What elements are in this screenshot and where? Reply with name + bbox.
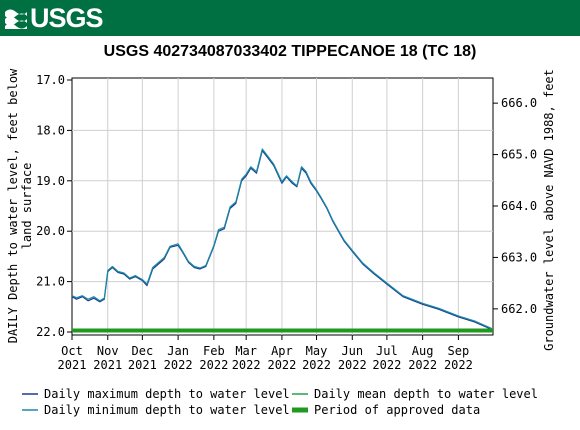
y-tick-label: 19.0 bbox=[36, 174, 65, 188]
plot-area bbox=[71, 77, 494, 336]
x-tick-year: 2022 bbox=[302, 358, 331, 372]
y2-axis-label: Groundwater level above NAVD 1988, feet bbox=[542, 69, 556, 351]
y-axis-label-line2: land surface bbox=[20, 163, 34, 250]
y-tick-label: 20.0 bbox=[36, 224, 65, 238]
chart-title: USGS 402734087033402 TIPPECANOE 18 (TC 1… bbox=[103, 43, 477, 60]
usgs-wave-icon bbox=[5, 9, 27, 29]
x-axis: Oct2021Nov2021Dec2021Jan2022Feb2022Mar20… bbox=[58, 335, 473, 372]
x-tick-year: 2022 bbox=[164, 358, 193, 372]
series-lines bbox=[71, 148, 493, 333]
x-tick-year: 2021 bbox=[58, 358, 87, 372]
y2-tick-label: 666.0 bbox=[501, 96, 537, 110]
x-tick-month: Nov bbox=[97, 344, 119, 358]
right-y-axis: 662.0 663.0 664.0 665.0 666.0 bbox=[493, 96, 537, 316]
usgs-logo-text: USGS bbox=[30, 3, 104, 33]
x-tick-year: 2021 bbox=[128, 358, 157, 372]
y2-tick-label: 665.0 bbox=[501, 148, 537, 162]
y2-tick-label: 662.0 bbox=[501, 302, 537, 316]
x-tick-year: 2022 bbox=[232, 358, 261, 372]
x-tick-year: 2022 bbox=[444, 358, 473, 372]
y2-tick-label: 663.0 bbox=[501, 250, 537, 264]
x-tick-year: 2022 bbox=[408, 358, 437, 372]
x-tick-month: Feb bbox=[203, 344, 225, 358]
x-tick-month: May bbox=[306, 344, 328, 358]
x-tick-month: Dec bbox=[132, 344, 154, 358]
usgs-banner: USGS bbox=[0, 0, 580, 36]
x-tick-month: Jun bbox=[341, 344, 363, 358]
x-tick-month: Mar bbox=[235, 344, 257, 358]
series-line-1 bbox=[71, 148, 493, 330]
left-y-axis: 17.0 18.0 19.0 20.0 21.0 22.0 bbox=[36, 73, 72, 339]
x-tick-year: 2021 bbox=[93, 358, 122, 372]
y-tick-label: 18.0 bbox=[36, 123, 65, 137]
y-axis-label-line1: DAILY Depth to water level, feet below bbox=[6, 68, 20, 343]
x-tick-year: 2022 bbox=[338, 358, 367, 372]
y-tick-label: 17.0 bbox=[36, 73, 65, 87]
grid-lines bbox=[72, 78, 493, 335]
y2-tick-label: 664.0 bbox=[501, 199, 537, 213]
x-tick-month: Sep bbox=[448, 344, 470, 358]
x-tick-year: 2022 bbox=[372, 358, 401, 372]
x-tick-month: Aug bbox=[412, 344, 434, 358]
y-tick-label: 21.0 bbox=[36, 275, 65, 289]
x-tick-month: Jan bbox=[167, 344, 189, 358]
x-tick-month: Jul bbox=[376, 344, 398, 358]
usgs-logo[interactable]: USGS bbox=[4, 3, 104, 33]
x-tick-year: 2022 bbox=[267, 358, 296, 372]
x-tick-year: 2022 bbox=[199, 358, 228, 372]
x-tick-month: Oct bbox=[61, 344, 83, 358]
x-tick-month: Apr bbox=[271, 344, 293, 358]
y-tick-label: 22.0 bbox=[36, 325, 65, 339]
